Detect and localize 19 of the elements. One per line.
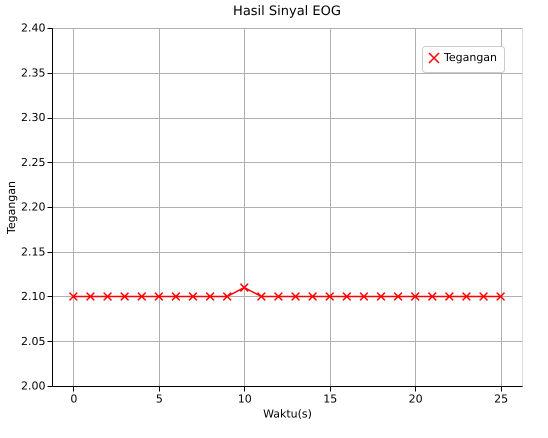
x-tick-label: 15 [323,392,338,406]
y-tick-label: 2.15 [21,245,46,258]
x-axis-title: Waktu(s) [263,408,312,420]
x-tick-label: 0 [70,392,78,406]
y-tick-label: 2.35 [21,66,46,80]
y-tick-label: 2.00 [21,380,46,392]
y-tick-label: 2.40 [21,22,46,34]
y-axis-title: Tegangan [5,180,18,236]
x-tick-label: 20 [408,392,423,406]
y-tick-label: 2.10 [21,290,46,303]
y-tick-label: 2.20 [21,200,46,214]
chart-title: Hasil Sinyal EOG [233,4,341,19]
y-tick-label: 2.05 [21,334,46,348]
legend-label: Tegangan [443,51,498,64]
x-tick-label: 10 [238,392,252,406]
x-tick-label: 25 [494,392,508,406]
x-tick-label: 5 [156,392,163,406]
y-tick-label: 2.30 [21,111,46,124]
y-tick-label: 2.25 [21,156,46,169]
